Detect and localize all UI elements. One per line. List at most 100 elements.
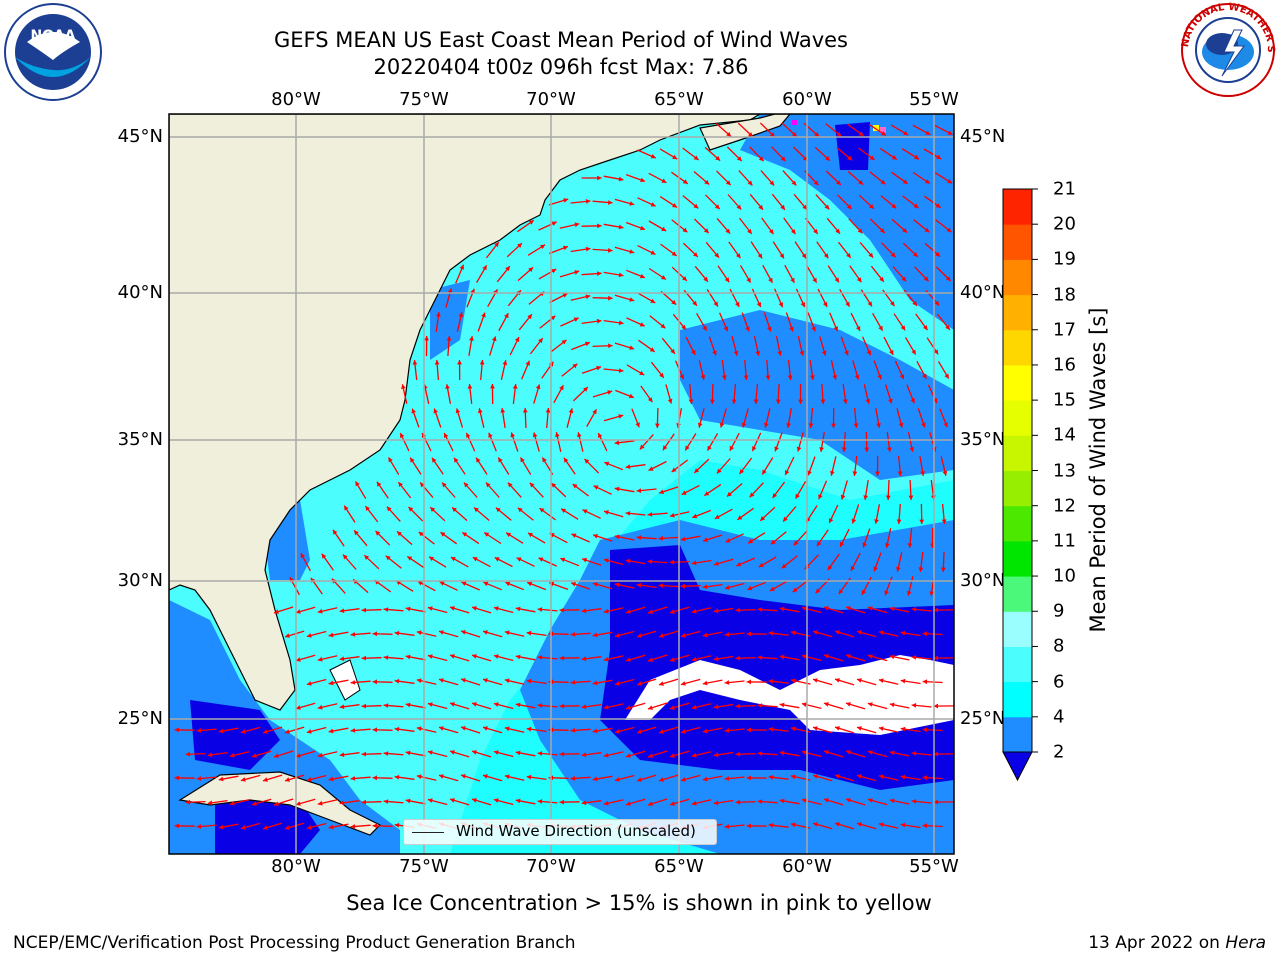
wind-arrow-head — [472, 557, 478, 562]
wind-arrow-head — [321, 553, 327, 559]
wind-arrow-head — [229, 800, 235, 806]
wind-arrow-head — [735, 799, 741, 805]
wind-arrow-head — [746, 679, 751, 685]
wind-arrow-head — [639, 444, 645, 450]
wind-arrow-head — [900, 325, 906, 331]
wind-arrow-head — [748, 539, 754, 544]
wind-arrow-head — [285, 633, 290, 638]
wind-arrow-head — [596, 318, 602, 324]
wind-arrow-head — [790, 726, 796, 732]
wind-arrow-head — [446, 336, 452, 341]
wind-arrow-head — [790, 774, 796, 780]
wind-arrow-head — [493, 798, 499, 803]
wind-arrow-head — [691, 800, 697, 806]
wind-arrow-head — [900, 774, 906, 780]
wind-arrow-head — [807, 470, 812, 476]
wind-arrow-head — [603, 656, 609, 662]
wind-arrow-head — [813, 678, 818, 683]
wind-arrow-head — [739, 469, 745, 474]
wind-arrow-head — [911, 799, 917, 804]
wind-arrow-head — [757, 751, 763, 756]
sea-ice-note: Sea Ice Concentration > 15% is shown in … — [346, 891, 932, 915]
wind-arrow-head — [758, 562, 764, 567]
wind-arrow-head — [660, 323, 666, 329]
wind-arrow-head — [813, 774, 818, 779]
wind-arrow-head — [636, 535, 642, 540]
wind-arrow-head — [710, 399, 715, 404]
wind-arrow-head — [885, 495, 891, 500]
wind-arrow-head — [640, 177, 645, 183]
wind-arrow-head — [867, 606, 873, 611]
wind-arrow-head — [884, 590, 889, 596]
wind-arrow-head — [839, 541, 845, 547]
wind-arrow-head — [540, 244, 546, 249]
wind-arrow-head — [855, 326, 861, 331]
wind-arrow-head — [769, 132, 775, 137]
wind-arrow-head — [440, 532, 446, 537]
colorbar-tick-label: 18 — [1053, 284, 1076, 306]
wind-arrow-head — [933, 655, 938, 661]
wind-arrow-head — [635, 422, 640, 428]
wind-arrow-head — [713, 301, 718, 307]
wind-arrow-head — [945, 324, 950, 330]
wind-arrow-head — [505, 266, 510, 272]
wind-arrow-head — [592, 582, 598, 587]
wind-arrow-head — [780, 204, 785, 210]
wind-arrow-head — [799, 350, 805, 356]
latitude-label: 45°N — [960, 126, 1006, 147]
wind-arrow-head — [559, 799, 564, 805]
wind-arrow-head — [795, 493, 800, 499]
wind-arrow-head — [372, 631, 377, 637]
wind-arrow-head — [682, 276, 687, 281]
wind-arrow-head — [542, 457, 547, 463]
legend-label: Wind Wave Direction (unscaled) — [456, 822, 696, 840]
wind-arrow-head — [726, 131, 732, 137]
wind-arrow-head — [427, 606, 433, 611]
wind-arrow-head — [427, 702, 433, 707]
wind-arrow-head — [844, 350, 849, 356]
longitude-label: 75°W — [399, 856, 449, 877]
wind-arrow-head — [573, 317, 579, 322]
wind-arrow-head — [405, 750, 411, 756]
wind-arrow-head — [562, 293, 568, 298]
wind-arrow-head — [450, 606, 455, 611]
wind-arrow-head — [919, 519, 925, 524]
wind-arrow-head — [481, 312, 486, 318]
wind-arrow-head — [864, 447, 870, 452]
wind-arrow-head — [608, 343, 613, 349]
map-frame — [168, 113, 955, 855]
wind-arrow-head — [469, 336, 474, 341]
latitude-label: 35°N — [960, 429, 1006, 450]
wind-arrow-head — [703, 276, 708, 282]
wind-arrow-head — [559, 751, 564, 757]
wind-arrow-head — [746, 631, 751, 637]
wind-arrow-head — [867, 702, 873, 707]
wind-arrow-head — [662, 445, 668, 451]
wind-arrow-head — [637, 681, 642, 686]
wind-arrow-head — [900, 726, 906, 732]
wind-arrow-head — [436, 312, 441, 317]
wind-arrow-head — [691, 349, 696, 355]
wind-arrow-head — [787, 375, 793, 380]
wind-arrow-head — [746, 727, 751, 733]
colorbar-tick-label: 19 — [1053, 248, 1076, 270]
wind-arrow-head — [721, 375, 727, 380]
wind-arrow-head — [713, 608, 719, 614]
wind-arrow-head — [626, 753, 631, 758]
wind-arrow-head — [429, 556, 434, 562]
wind-arrow-head — [713, 704, 719, 710]
ocean-region-below-2-north — [835, 122, 870, 170]
wind-arrow-head — [735, 301, 740, 307]
wind-arrow-head — [597, 223, 602, 229]
wind-arrow-head — [361, 607, 366, 613]
wind-arrow-head — [626, 657, 631, 662]
wind-arrow-head — [923, 276, 929, 282]
wind-arrow-head — [626, 609, 631, 614]
wind-arrow-head — [793, 540, 799, 546]
wind-arrow-head — [697, 422, 703, 428]
wind-arrow-head — [741, 422, 747, 428]
wind-arrow-head — [692, 513, 698, 519]
no-data-region — [625, 655, 954, 735]
wind-arrow-head — [559, 655, 564, 661]
wind-arrow-head — [896, 566, 901, 572]
